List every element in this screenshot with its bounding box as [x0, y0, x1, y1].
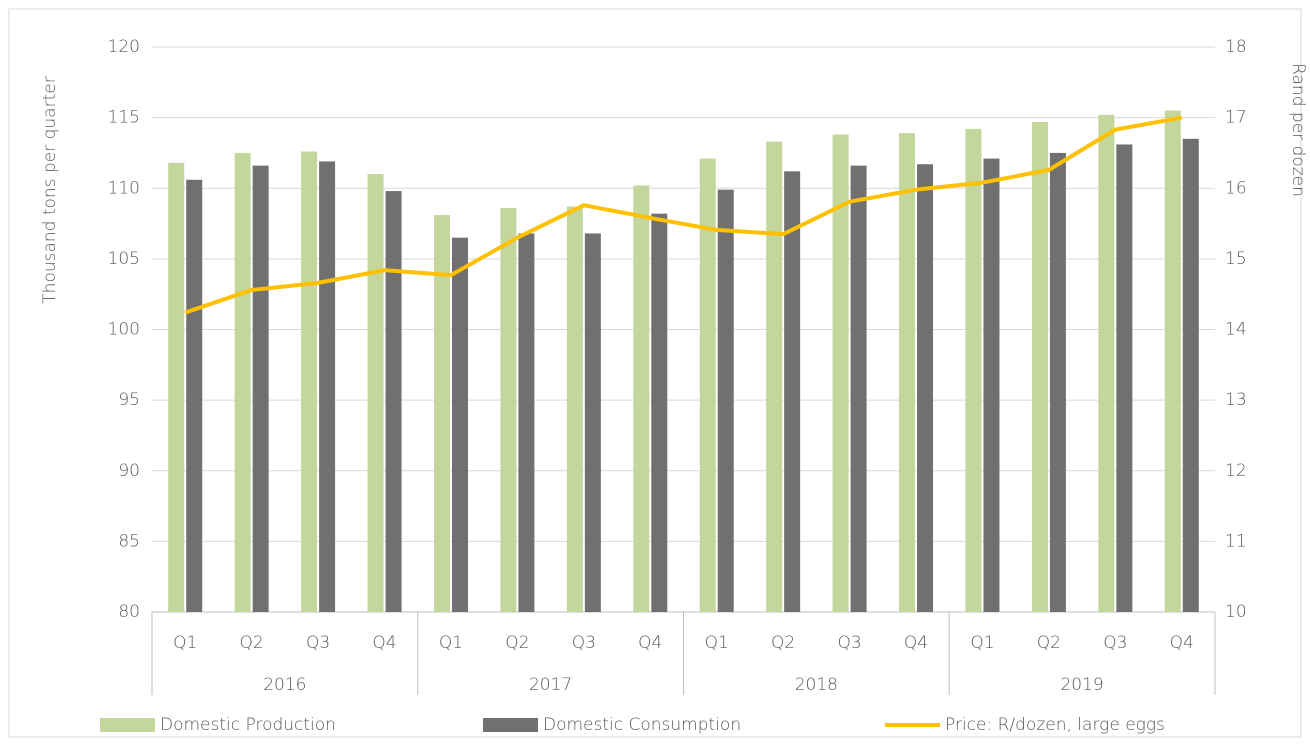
y-tick-label: 100 — [108, 320, 140, 340]
bar — [717, 189, 734, 612]
x-tick-label: Q1 — [705, 633, 729, 653]
x-tick-label: Q3 — [572, 633, 596, 653]
bar — [385, 191, 402, 612]
bar — [500, 208, 517, 612]
bar — [186, 179, 203, 612]
y-tick-label: 85 — [118, 531, 140, 551]
bar — [433, 215, 450, 612]
x-tick-label: Q4 — [904, 633, 928, 653]
bar — [301, 151, 318, 612]
bar — [367, 174, 384, 612]
legend-swatch — [483, 718, 538, 732]
bar — [1164, 110, 1181, 612]
bar — [965, 128, 982, 613]
y-tick-label: 115 — [108, 108, 140, 128]
y2-tick-label: 14 — [1225, 320, 1247, 340]
bar — [252, 165, 269, 612]
x-tick-label: Q4 — [372, 633, 396, 653]
x-tick-label: Q3 — [837, 633, 861, 653]
bar — [784, 171, 801, 613]
bar — [566, 206, 583, 613]
bar — [699, 158, 716, 612]
y2-tick-label: 10 — [1225, 602, 1247, 622]
x-tick-label: Q1 — [970, 633, 994, 653]
bar — [518, 233, 535, 612]
bar — [850, 165, 867, 612]
y-tick-label: 120 — [108, 37, 140, 57]
bar — [451, 237, 468, 612]
bar — [899, 133, 916, 612]
x-tick-label: Q4 — [638, 633, 662, 653]
bar — [1116, 144, 1133, 612]
bar — [1049, 152, 1066, 612]
y-tick-label: 95 — [118, 390, 140, 410]
bar — [832, 134, 849, 612]
y2-tick-label: 12 — [1225, 461, 1247, 481]
x-tick-label: Q2 — [1037, 633, 1061, 653]
y-tick-label: 80 — [118, 602, 140, 622]
y-tick-label: 90 — [118, 461, 140, 481]
y2-tick-label: 18 — [1225, 37, 1247, 57]
y2-axis-label: Rand per dozen — [1288, 63, 1308, 197]
y2-tick-label: 17 — [1225, 108, 1247, 128]
bar — [633, 185, 650, 613]
x-tick-label: Q2 — [771, 633, 795, 653]
group-label: 2017 — [529, 675, 572, 695]
legend-label: Domestic Consumption — [543, 715, 741, 735]
bar — [1031, 121, 1048, 613]
group-label: 2016 — [263, 675, 306, 695]
x-tick-label: Q2 — [505, 633, 529, 653]
price-line — [184, 115, 1183, 315]
bar — [1182, 138, 1199, 612]
x-tick-label: Q2 — [240, 633, 264, 653]
legend-swatch — [100, 718, 155, 732]
y2-tick-label: 11 — [1225, 531, 1247, 551]
bar — [584, 233, 601, 612]
group-label: 2018 — [795, 675, 838, 695]
legend-label: Price: R/dozen, large eggs — [945, 715, 1165, 735]
y-tick-label: 105 — [108, 249, 140, 269]
x-tick-label: Q1 — [173, 633, 197, 653]
bar — [766, 141, 783, 612]
y2-tick-label: 13 — [1225, 390, 1247, 410]
x-tick-label: Q1 — [439, 633, 463, 653]
bar — [234, 152, 251, 612]
bar — [651, 213, 668, 613]
bar — [319, 161, 336, 612]
y2-tick-label: 16 — [1225, 178, 1247, 198]
x-tick-label: Q4 — [1170, 633, 1194, 653]
x-tick-label: Q3 — [306, 633, 330, 653]
group-label: 2019 — [1060, 675, 1103, 695]
y-axis-label: Thousand tons per quarter — [40, 76, 60, 303]
bar — [1098, 114, 1115, 613]
legend-label: Domestic Production — [160, 715, 336, 735]
bar — [168, 162, 185, 612]
bar — [917, 164, 934, 613]
y-tick-label: 110 — [108, 178, 140, 198]
y2-tick-label: 15 — [1225, 249, 1247, 269]
x-tick-label: Q3 — [1103, 633, 1127, 653]
bar — [983, 158, 1000, 612]
chart-frame — [8, 8, 1302, 738]
